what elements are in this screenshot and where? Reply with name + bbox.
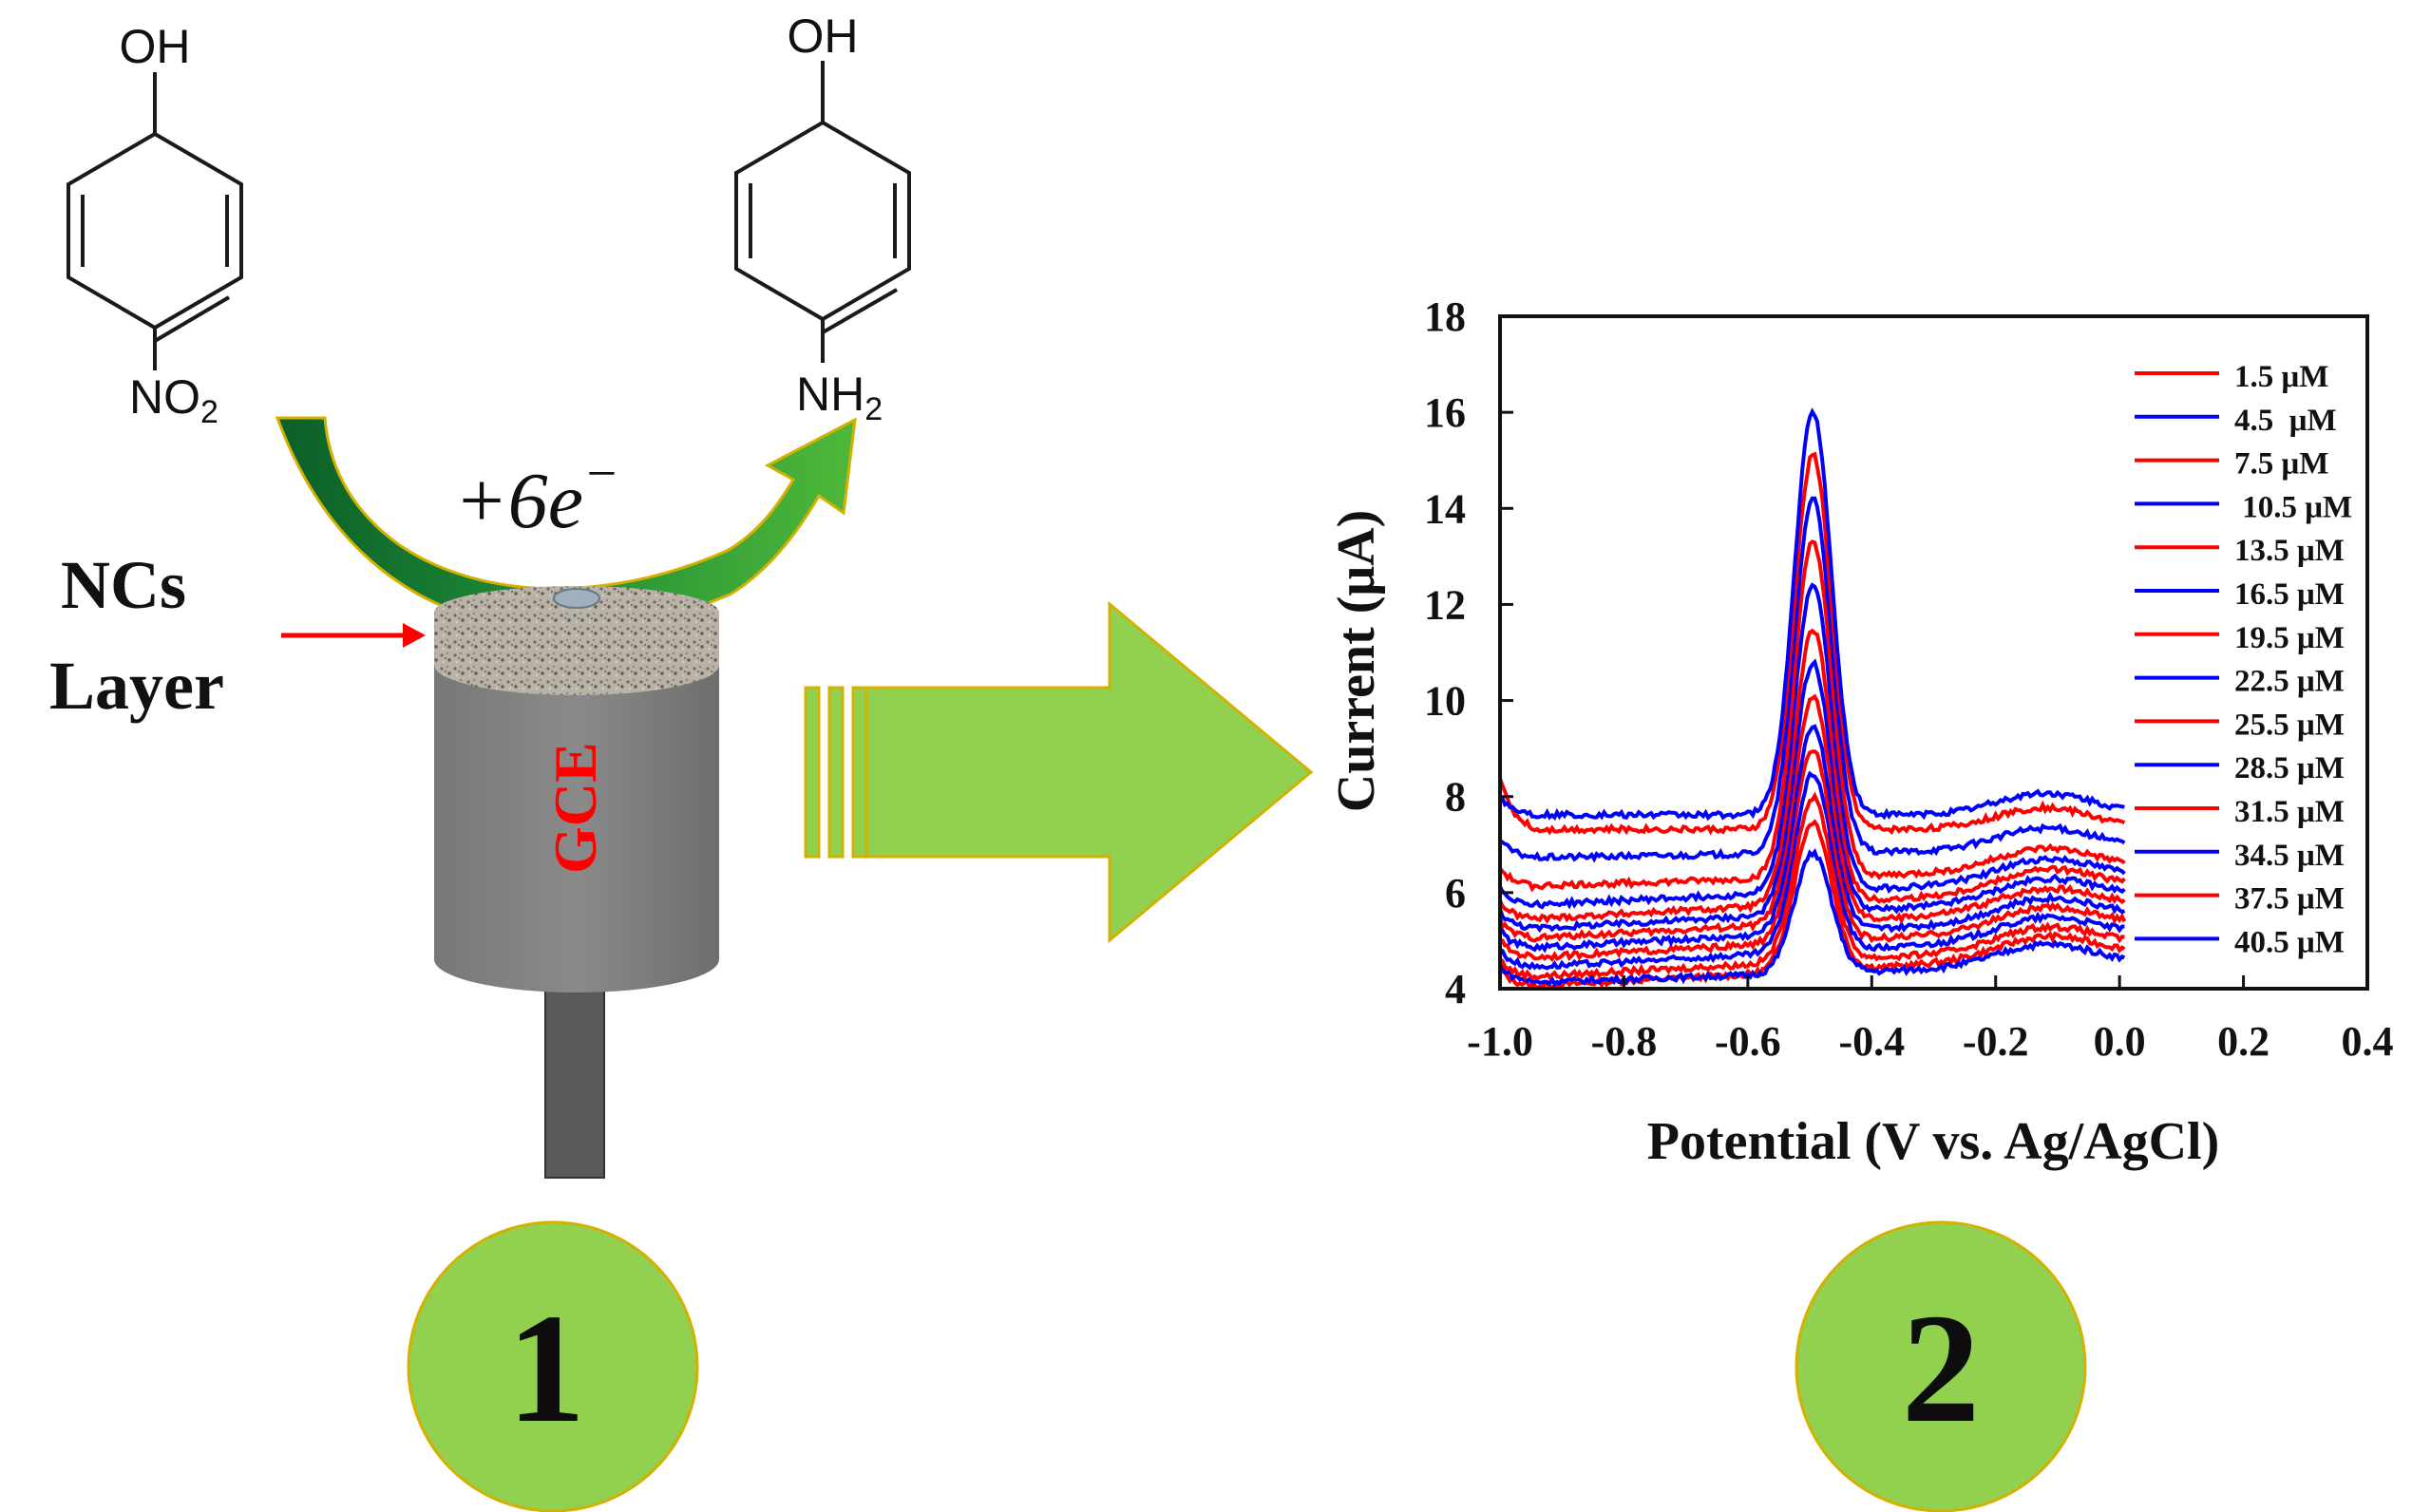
legend-label: 4.5 μM <box>2234 404 2337 438</box>
reactant-no2-label: NO2 <box>129 370 218 430</box>
arrow-tail-stripe <box>851 686 868 859</box>
y-tick-label: 10 <box>1424 678 1466 725</box>
legend-label: 34.5 μM <box>2234 839 2345 873</box>
chart-legend: 1.5 μM 4.5 μM 7.5 μM 10.5 μM 13.5 μM 16.5 μM… <box>2135 360 2352 959</box>
electrode-label: GCE <box>541 742 609 874</box>
reactant-oh-label: OH <box>120 20 191 73</box>
product-oh-label: OH <box>788 9 859 63</box>
product-nh2-label: NH2 <box>796 368 883 427</box>
chart-frame <box>1498 314 2369 991</box>
series-line <box>1498 847 2126 988</box>
electron-transfer-label: +6e− <box>454 444 619 545</box>
step-2-label: 2 <box>1902 1281 1981 1455</box>
layer-label-line2: Layer <box>49 648 224 724</box>
legend-label: 19.5 μM <box>2234 621 2345 655</box>
x-axis-ticks: -1.0 -0.8 -0.6 -0.4 -0.2 0.0 0.2 0.4 <box>1467 975 2394 1065</box>
series-line <box>1498 693 2126 943</box>
legend-label: 16.5 μM <box>2234 577 2345 612</box>
series-line <box>1498 539 2126 893</box>
series-line <box>1498 791 2125 982</box>
arrow-tail-stripe <box>804 686 821 859</box>
process-arrow <box>804 600 1314 944</box>
product-double-bond <box>822 288 898 334</box>
legend-label: 22.5 μM <box>2234 665 2345 699</box>
y-tick-label: 14 <box>1424 485 1466 532</box>
x-tick-label: 0.2 <box>2217 1018 2270 1065</box>
step-2-badge: 2 <box>1795 1220 2087 1512</box>
reactant-ring <box>66 131 243 331</box>
x-tick-label: -0.4 <box>1838 1018 1905 1065</box>
arrow-tail-stripe <box>827 686 845 859</box>
gce-electrode: GCE <box>434 586 719 1179</box>
y-tick-label: 6 <box>1445 870 1466 917</box>
x-axis-label: Potential (V vs. Ag/AgCl) <box>1647 1112 2220 1171</box>
dpv-chart: -1.0 -0.8 -0.6 -0.4 -0.2 0.0 0.2 0.4 4 6 8 10 12 14 1… <box>1327 293 2394 1171</box>
x-tick-label: 0.4 <box>2342 1018 2394 1065</box>
legend-label: 7.5 μM <box>2234 447 2328 482</box>
product-molecule <box>734 61 911 363</box>
legend-label: 28.5 μM <box>2234 751 2345 785</box>
x-tick-label: -0.8 <box>1591 1018 1658 1065</box>
series-line <box>1498 724 2126 954</box>
chart-curves <box>1498 407 2127 992</box>
y-tick-label: 12 <box>1424 581 1466 628</box>
y-axis-label: Current (μA) <box>1327 510 1386 812</box>
x-tick-label: 0.0 <box>2094 1018 2146 1065</box>
y-tick-label: 4 <box>1445 966 1466 1012</box>
series-line <box>1498 658 2126 934</box>
series-line <box>1499 407 2125 822</box>
x-tick-label: -0.2 <box>1963 1018 2029 1065</box>
electrode-rod <box>544 963 605 1179</box>
series-line <box>1498 451 2126 836</box>
legend-label: 40.5 μM <box>2234 925 2345 959</box>
y-tick-label: 16 <box>1424 389 1466 436</box>
arrow-head <box>864 600 1314 944</box>
legend-label: 10.5 μM <box>2234 490 2352 524</box>
electrode-disk <box>553 588 600 609</box>
red-pointer-arrow <box>281 623 426 648</box>
nanocomposite-layer-top <box>434 586 719 639</box>
x-tick-label: -1.0 <box>1467 1018 1533 1065</box>
series-line <box>1498 496 2126 863</box>
legend-label: 37.5 μM <box>2234 882 2345 917</box>
reactant-molecule <box>66 72 243 370</box>
x-tick-label: -0.6 <box>1715 1018 1781 1065</box>
series-line <box>1499 770 2125 971</box>
series-line <box>1499 749 2127 962</box>
step-1-label: 1 <box>507 1281 586 1455</box>
y-tick-label: 18 <box>1424 293 1466 340</box>
step-1-badge: 1 <box>407 1220 699 1512</box>
y-axis-ticks: 4 6 8 10 12 14 16 18 <box>1424 293 1513 1012</box>
product-ring <box>734 120 911 322</box>
legend-label: 31.5 μM <box>2234 795 2345 829</box>
y-tick-label: 8 <box>1445 774 1466 821</box>
series-line <box>1498 582 2126 910</box>
reactant-double-bond <box>153 295 231 343</box>
legend-label: 13.5 μM <box>2234 534 2345 568</box>
legend-label: 25.5 μM <box>2234 708 2345 742</box>
series-line <box>1498 628 2126 925</box>
layer-label-line1: NCs <box>61 547 186 623</box>
electrode-body <box>434 665 719 992</box>
legend-label: 1.5 μM <box>2234 360 2328 394</box>
